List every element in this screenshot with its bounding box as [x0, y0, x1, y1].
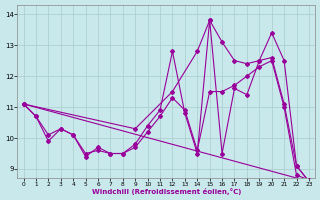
X-axis label: Windchill (Refroidissement éolien,°C): Windchill (Refroidissement éolien,°C): [92, 188, 241, 195]
